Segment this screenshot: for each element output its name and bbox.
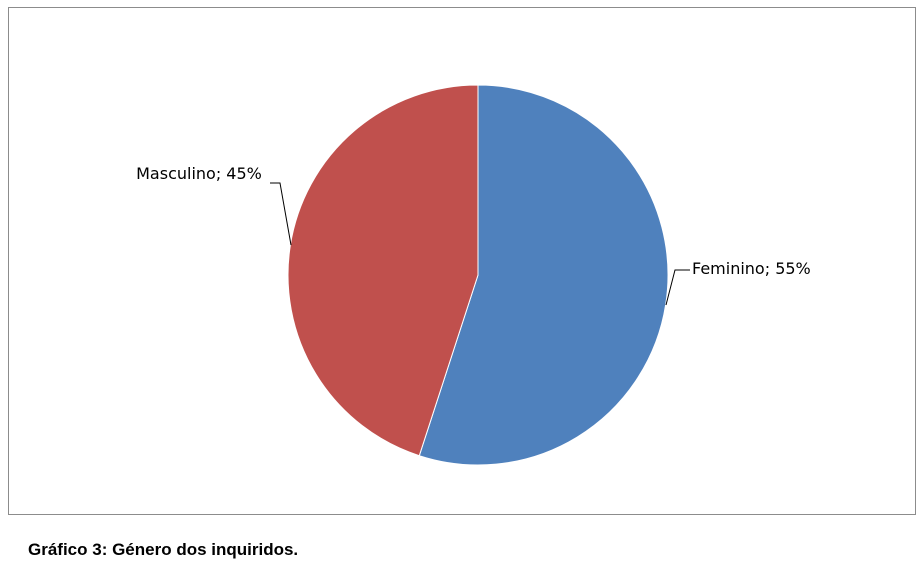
leader-line bbox=[270, 182, 292, 246]
pie-slice bbox=[287, 84, 479, 457]
chart-frame bbox=[8, 7, 916, 515]
caption: Gráfico 3: Género dos inquiridos. bbox=[28, 540, 299, 559]
data-label: Feminino; 55% bbox=[692, 259, 811, 278]
chart bbox=[270, 84, 690, 466]
leader-line bbox=[665, 269, 690, 306]
data-label: Masculino; 45% bbox=[136, 164, 262, 183]
